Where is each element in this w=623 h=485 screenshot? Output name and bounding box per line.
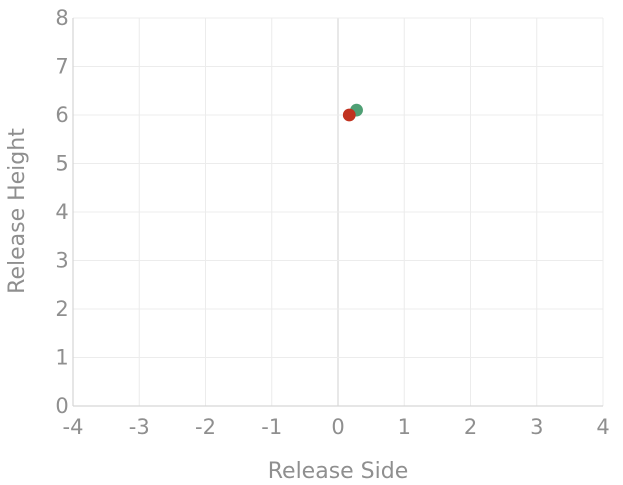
- x-tick-label: 0: [331, 415, 344, 439]
- data-point: [342, 108, 356, 122]
- y-tick-label: 0: [55, 394, 68, 418]
- x-axis-title: Release Side: [268, 459, 409, 484]
- y-tick-label: 4: [55, 200, 68, 224]
- data-points-layer: [342, 103, 363, 122]
- y-tick-label: 7: [55, 55, 68, 79]
- x-tick-label: -2: [195, 415, 216, 439]
- y-tick-label: 3: [55, 249, 68, 273]
- x-tick-label: 2: [464, 415, 477, 439]
- x-tick-label: 1: [398, 415, 411, 439]
- x-tick-label: 4: [596, 415, 609, 439]
- axes-layer: [72, 18, 603, 407]
- y-tick-label: 1: [55, 346, 68, 370]
- y-tick-label: 8: [55, 6, 68, 30]
- y-axis-title: Release Height: [5, 128, 30, 294]
- tick-labels-layer: -4 -3 -2 -1 0 1 2 3 4 0 1 2 3 4 5 6 7 8: [55, 6, 609, 439]
- y-tick-label: 5: [55, 152, 68, 176]
- y-tick-label: 2: [55, 297, 68, 321]
- y-tick-label: 6: [55, 103, 68, 127]
- x-tick-label: 3: [530, 415, 543, 439]
- x-tick-label: -3: [129, 415, 150, 439]
- grid-layer: [72, 17, 604, 407]
- x-tick-label: -1: [261, 415, 282, 439]
- x-tick-label: -4: [63, 415, 84, 439]
